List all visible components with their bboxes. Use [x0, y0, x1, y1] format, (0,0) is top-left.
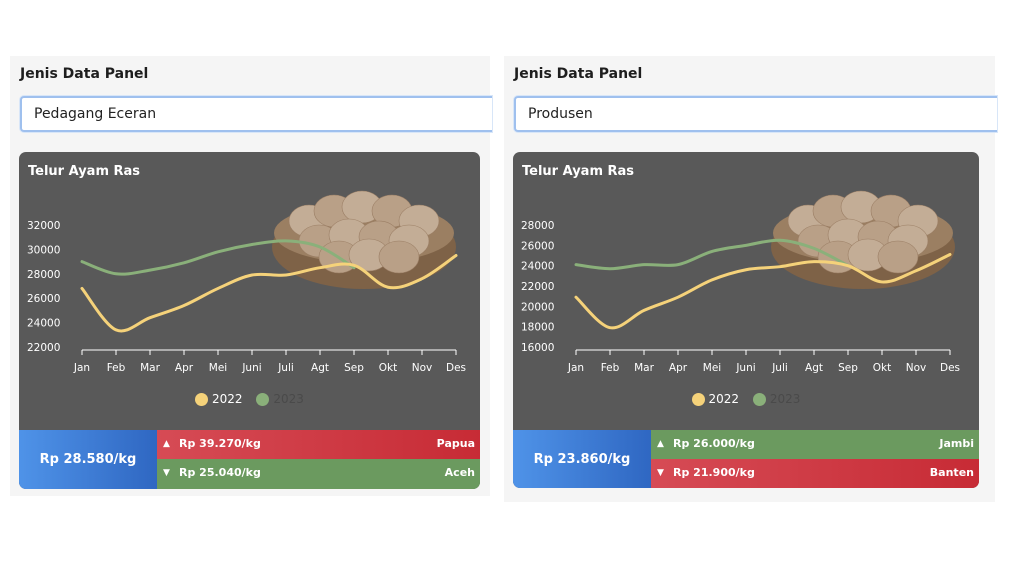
highest-price-row: ▲ Rp 26.000/kg Jambi — [651, 430, 979, 459]
chart-legend: 2022 2023 — [19, 392, 480, 409]
x-tick-label: Apr — [175, 362, 194, 374]
legend-label-2023: 2023 — [273, 392, 304, 406]
legend-dot-2023 — [256, 392, 270, 406]
highest-region: Papua — [436, 437, 475, 450]
y-tick-label: 30000 — [27, 244, 60, 256]
legend-label-2022: 2022 — [212, 392, 243, 406]
x-tick-label: Jan — [73, 362, 90, 374]
x-tick-label: Feb — [107, 362, 126, 374]
panel-type-select[interactable]: Produsen — [514, 96, 997, 132]
y-tick-label: 22000 — [521, 281, 554, 293]
highest-price: Rp 39.270/kg — [179, 437, 261, 450]
panel-type-label: Jenis Data Panel — [20, 66, 149, 82]
legend-item-2022[interactable]: 2022 — [195, 392, 243, 406]
egg-basket-image — [264, 189, 464, 299]
y-tick-label: 32000 — [27, 220, 60, 232]
commodity-card: 16000 18000 20000 22000 24000 26000 28000 Jan Fe… — [513, 152, 979, 488]
legend-item-2022[interactable]: 2022 — [691, 392, 740, 406]
series-line-2023 — [80, 239, 356, 276]
x-tick-label: Okt — [873, 362, 891, 374]
x-tick-label: Mar — [140, 362, 160, 374]
y-tick-label: 28000 — [521, 220, 554, 232]
commodity-title: Telur Ayam Ras — [28, 164, 141, 179]
egg — [378, 240, 420, 274]
egg — [877, 240, 919, 274]
panel-retail: Jenis Data Panel Pedagang Eceran 22000 24… — [10, 56, 492, 496]
lowest-price: Rp 25.040/kg — [179, 466, 261, 479]
x-tick-label: Agt — [311, 362, 329, 374]
lowest-price: Rp 21.900/kg — [673, 466, 755, 479]
panel-type-select[interactable]: Pedagang Eceran — [20, 96, 492, 132]
y-tick-label: 20000 — [521, 301, 554, 313]
caret-up-icon: ▲ — [657, 439, 664, 449]
current-price: Rp 28.580/kg — [19, 430, 157, 489]
x-tick-label: Mar — [634, 362, 654, 374]
x-tick-label: Apr — [669, 362, 688, 374]
series-line-2022 — [80, 254, 458, 333]
x-tick-label: Des — [940, 362, 960, 374]
y-tick-label: 22000 — [27, 342, 60, 354]
price-chart: 22000 24000 26000 28000 30000 32000 Jan Feb Mar A… — [27, 189, 466, 374]
x-tick-label: Des — [446, 362, 466, 374]
panel-type-label: Jenis Data Panel — [514, 66, 643, 82]
y-tick-label: 18000 — [521, 322, 554, 334]
lowest-region: Banten — [929, 466, 974, 479]
legend-label-2022: 2022 — [708, 392, 740, 406]
x-tick-label: Agt — [805, 362, 823, 374]
lowest-price-row: ▼ Rp 21.900/kg Banten — [651, 459, 979, 488]
panel-producer: Jenis Data Panel Produsen 16000 18000 2000… — [504, 56, 997, 502]
caret-down-icon: ▼ — [657, 468, 664, 478]
y-tick-label: 28000 — [27, 269, 60, 281]
y-tick-label: 26000 — [521, 240, 554, 252]
x-tick-label: Sep — [344, 362, 364, 374]
legend-dot-2022 — [195, 392, 209, 406]
x-tick-label: Nov — [412, 362, 433, 374]
series-line-2022 — [574, 252, 952, 330]
legend-item-2023[interactable]: 2023 — [256, 392, 304, 406]
caret-up-icon: ▲ — [163, 439, 170, 449]
x-tick-label: Okt — [379, 362, 397, 374]
caret-down-icon: ▼ — [163, 468, 170, 478]
chart-legend: 2022 2023 — [513, 392, 979, 409]
y-tick-label: 26000 — [27, 293, 60, 305]
x-tick-label: Feb — [601, 362, 620, 374]
x-tick-label: Nov — [906, 362, 927, 374]
x-tick-label: Mei — [703, 362, 721, 374]
egg-basket-image — [763, 189, 963, 299]
legend-label-2023: 2023 — [769, 392, 801, 406]
x-tick-label: Juni — [735, 362, 755, 374]
commodity-title: Telur Ayam Ras — [522, 164, 635, 179]
highest-price-row: ▲ Rp 39.270/kg Papua — [157, 430, 480, 459]
x-tick-label: Sep — [838, 362, 858, 374]
basket-overlay — [763, 189, 963, 299]
y-tick-label: 24000 — [27, 318, 60, 330]
y-tick-label: 24000 — [521, 261, 554, 273]
highest-price: Rp 26.000/kg — [673, 437, 755, 450]
x-tick-label: Juni — [241, 362, 261, 374]
highest-region: Jambi — [939, 437, 974, 450]
commodity-card: 22000 24000 26000 28000 30000 32000 Jan Feb Mar A… — [19, 152, 480, 489]
current-price: Rp 23.860/kg — [513, 430, 651, 488]
x-tick-label: Juli — [771, 362, 788, 374]
basket-overlay — [264, 189, 464, 299]
series-line-2023 — [574, 238, 850, 271]
select-value: Pedagang Eceran — [34, 106, 157, 122]
lowest-region: Aceh — [444, 466, 475, 479]
lowest-price-row: ▼ Rp 25.040/kg Aceh — [157, 459, 480, 489]
price-chart: 16000 18000 20000 22000 24000 26000 28000 Jan Fe… — [521, 189, 963, 374]
legend-dot-2023 — [752, 392, 766, 406]
legend-dot-2022 — [691, 392, 705, 406]
x-tick-label: Jan — [567, 362, 584, 374]
x-tick-label: Mei — [209, 362, 227, 374]
x-tick-label: Juli — [277, 362, 294, 374]
y-tick-label: 16000 — [521, 342, 554, 354]
select-value: Produsen — [528, 106, 593, 122]
legend-item-2023[interactable]: 2023 — [752, 392, 801, 406]
